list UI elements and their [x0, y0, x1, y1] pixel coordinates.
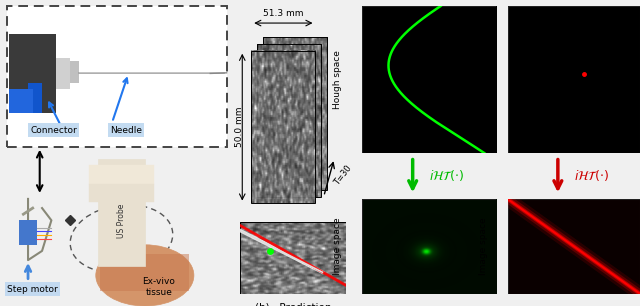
Bar [98, 159, 145, 266]
Text: US Probe: US Probe [117, 203, 126, 237]
Text: T=30: T=30 [333, 164, 354, 187]
Bar [252, 51, 316, 203]
Text: 51.3 mm: 51.3 mm [263, 9, 303, 18]
Bar [262, 37, 327, 190]
Text: Step motor: Step motor [7, 285, 58, 294]
Bar [28, 83, 42, 113]
Bar [56, 58, 70, 89]
Bar [10, 34, 56, 113]
Bar [10, 89, 33, 113]
Bar [19, 220, 37, 245]
Text: (a)   Input: (a) Input [257, 228, 308, 238]
Text: Hough space: Hough space [333, 50, 342, 109]
Text: Image space: Image space [333, 218, 342, 275]
Text: Ex-vivo
tissue: Ex-vivo tissue [143, 278, 175, 297]
Bar [10, 34, 56, 113]
Text: 50.0 mm: 50.0 mm [235, 107, 244, 147]
Bar [257, 44, 321, 196]
Text: Needle: Needle [110, 125, 142, 135]
Text: $i\mathcal{HT}(\cdot)$: $i\mathcal{HT}(\cdot)$ [429, 168, 464, 184]
Ellipse shape [96, 245, 194, 306]
Text: (b)   Prediction: (b) Prediction [255, 302, 331, 306]
Bar [100, 254, 189, 291]
Bar [70, 61, 79, 83]
Text: Connector: Connector [30, 125, 77, 135]
FancyBboxPatch shape [7, 6, 227, 147]
Text: Hough space: Hough space [479, 50, 488, 109]
Text: $i\mathcal{HT}(\cdot)$: $i\mathcal{HT}(\cdot)$ [574, 168, 609, 184]
Bar [89, 165, 154, 184]
Text: Image space: Image space [479, 218, 488, 275]
Bar [89, 184, 154, 202]
